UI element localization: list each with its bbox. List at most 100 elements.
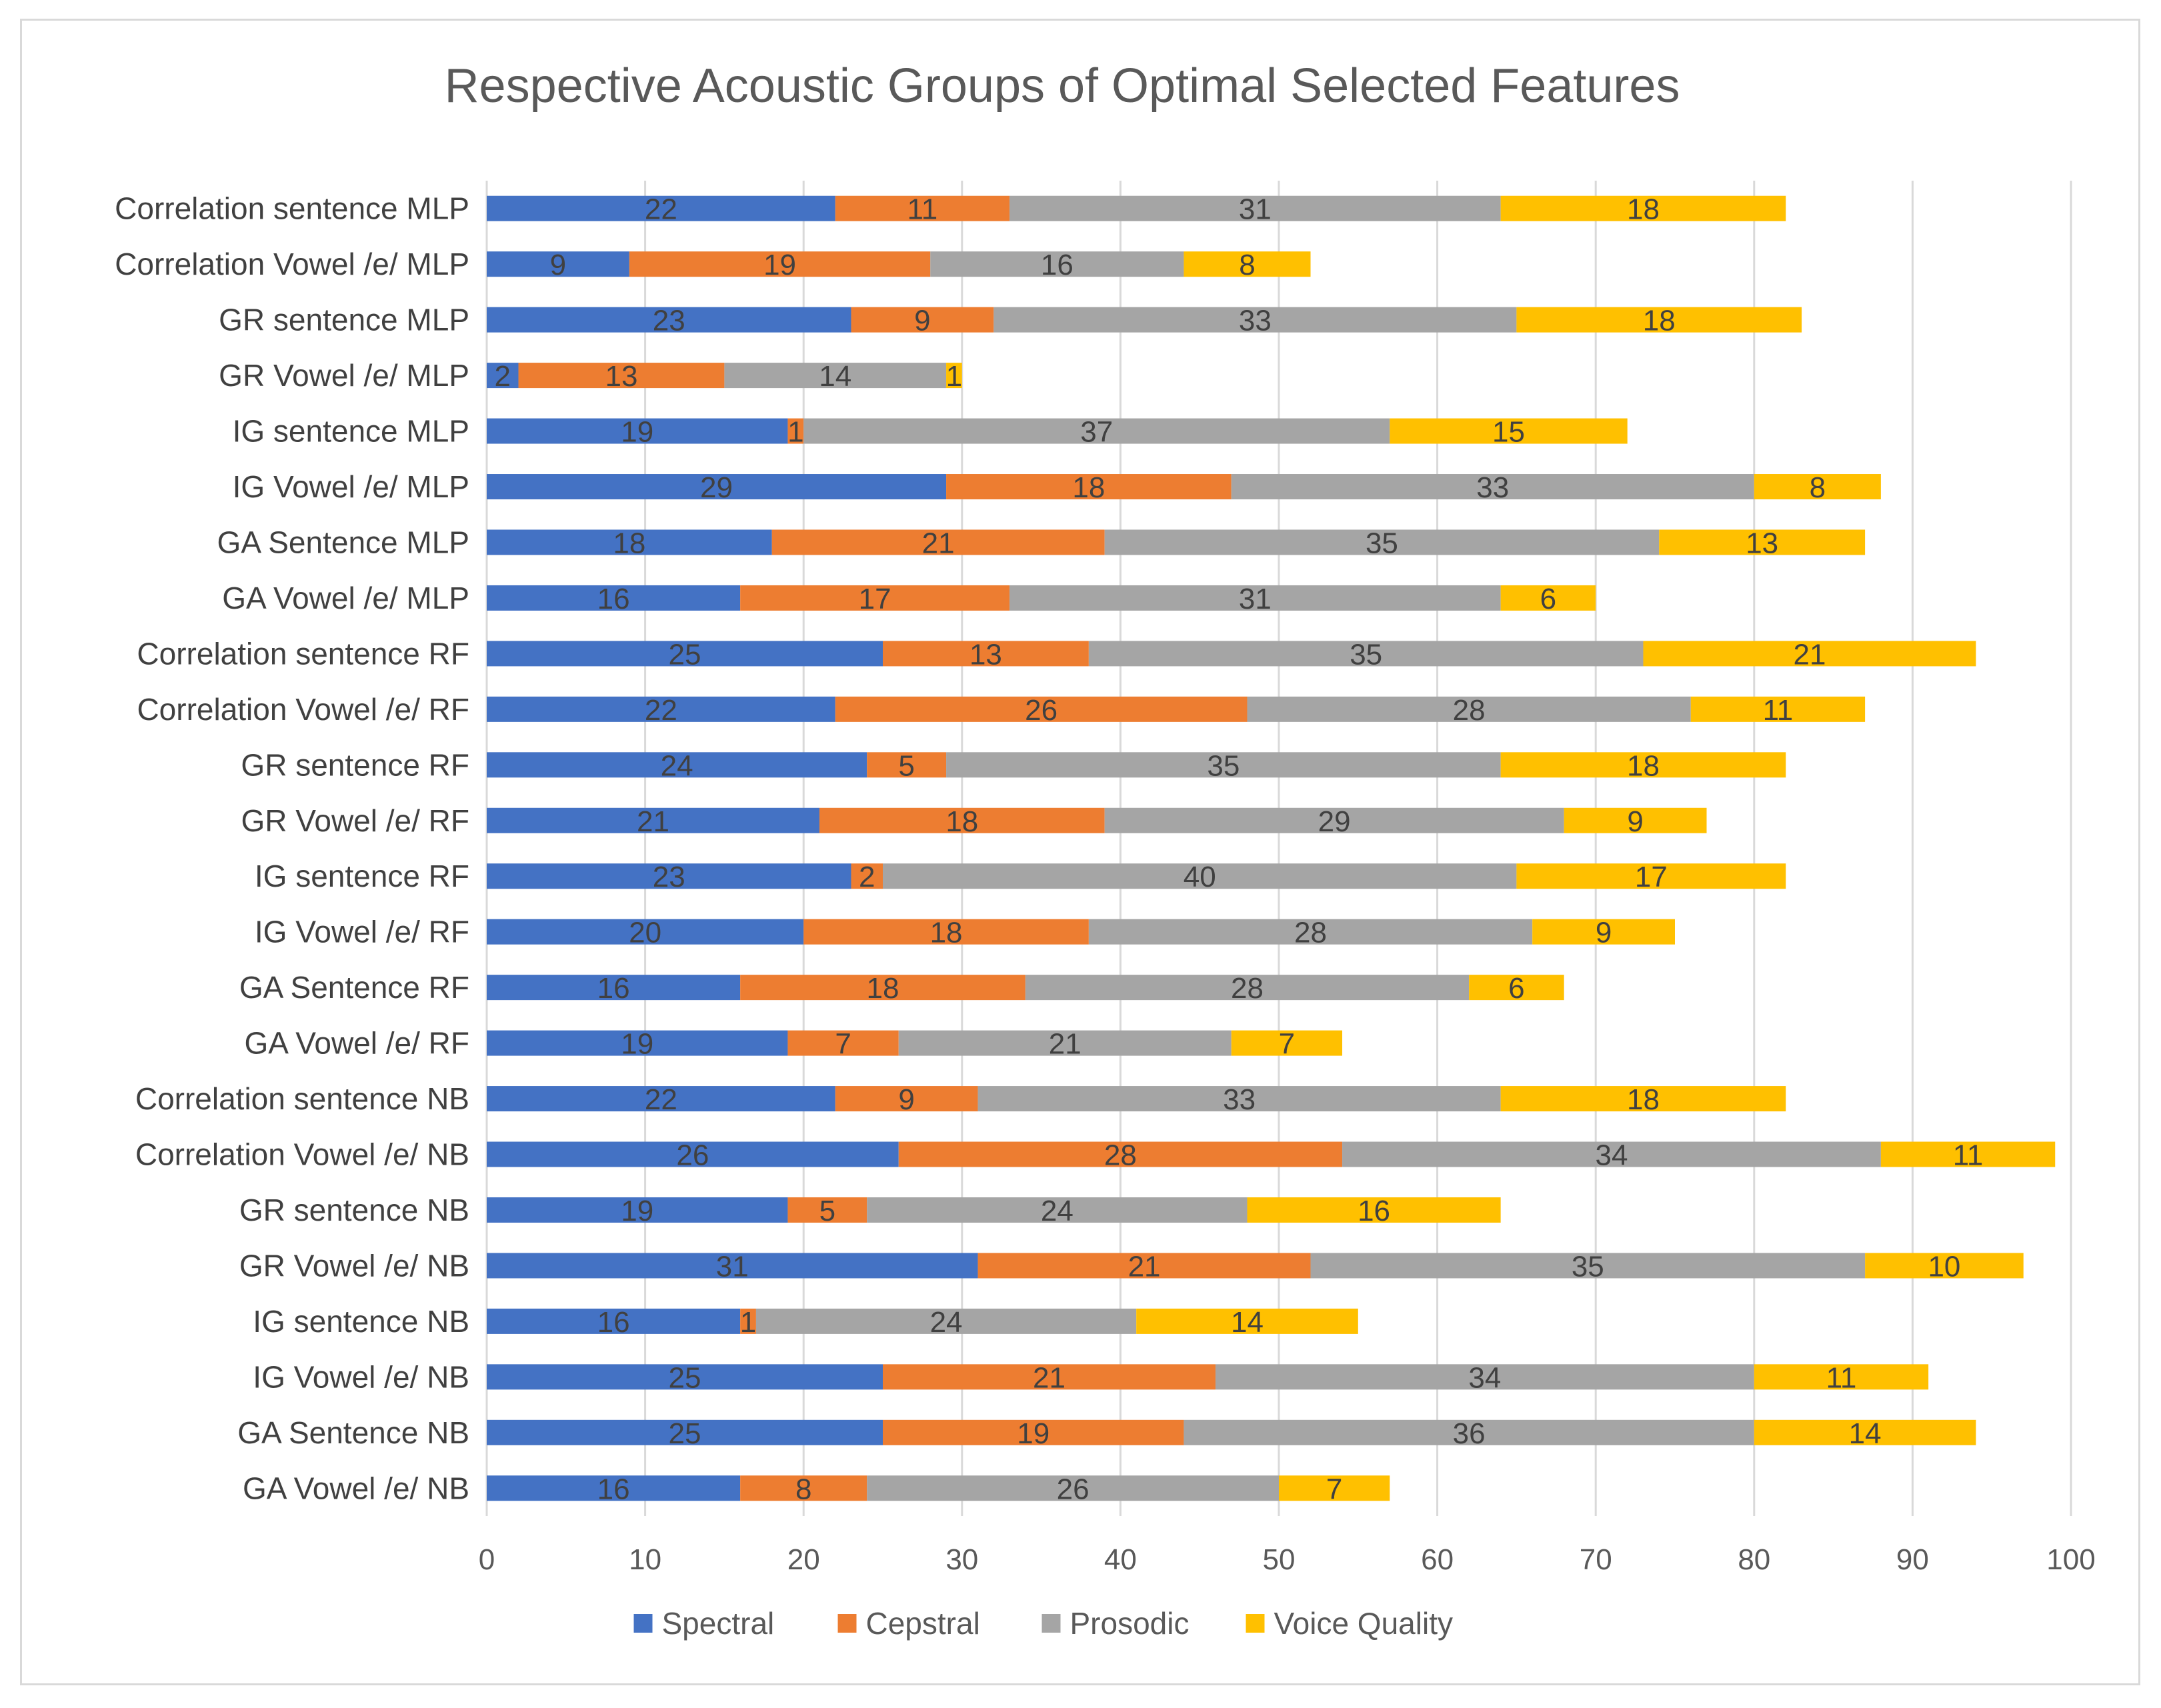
- bar-cepstral-ga-vowel-e-nb: [740, 1475, 867, 1501]
- bar-prosodic-ga-sentence-mlp: [1104, 529, 1660, 555]
- data-label-voice-quality-ga-sentence-nb: 14: [1849, 1417, 1882, 1450]
- data-label-prosodic-correlation-vowel-e-rf: 28: [1453, 694, 1486, 727]
- bar-cepstral-ga-vowel-e-mlp: [740, 585, 1010, 611]
- bar-voice-quality-ig-vowel-e-mlp: [1754, 474, 1881, 500]
- data-label-spectral-ig-vowel-e-mlp: 29: [700, 471, 733, 504]
- bar-cepstral-ig-sentence-mlp: [787, 418, 804, 444]
- legend-label-cepstral: Cepstral: [866, 1606, 980, 1641]
- category-label-ga-sentence-rf: GA Sentence RF: [239, 970, 469, 1005]
- bar-cepstral-correlation-sentence-nb: [835, 1086, 978, 1112]
- bar-spectral-ga-vowel-e-rf: [487, 1030, 788, 1056]
- data-label-prosodic-gr-sentence-rf: 35: [1207, 749, 1240, 782]
- data-label-spectral-ga-vowel-e-nb: 16: [597, 1473, 630, 1505]
- data-label-cepstral-ig-sentence-mlp: 1: [787, 416, 803, 449]
- data-label-voice-quality-ig-vowel-e-mlp: 8: [1810, 471, 1826, 504]
- bar-voice-quality-ga-vowel-e-rf: [1231, 1030, 1343, 1056]
- bar-cepstral-gr-sentence-nb: [787, 1197, 867, 1223]
- bar-voice-quality-correlation-vowel-e-rf: [1690, 696, 1866, 722]
- bar-cepstral-ig-vowel-e-nb: [883, 1364, 1216, 1390]
- data-label-voice-quality-ig-vowel-e-rf: 9: [1596, 917, 1612, 949]
- data-label-cepstral-gr-vowel-e-mlp: 13: [605, 360, 637, 393]
- data-label-cepstral-gr-vowel-e-rf: 18: [945, 805, 978, 838]
- bar-cepstral-gr-vowel-e-rf: [819, 807, 1105, 833]
- category-label-ga-sentence-nb: GA Sentence NB: [237, 1415, 469, 1450]
- category-label-gr-vowel-e-nb: GR Vowel /e/ NB: [239, 1248, 469, 1283]
- data-label-cepstral-ig-vowel-e-mlp: 18: [1072, 471, 1105, 504]
- data-label-cepstral-ga-vowel-e-mlp: 17: [859, 583, 891, 615]
- bar-prosodic-ig-vowel-e-mlp: [1231, 474, 1754, 500]
- data-label-spectral-correlation-sentence-nb: 22: [645, 1083, 677, 1116]
- bar-voice-quality-ga-vowel-e-mlp: [1500, 585, 1596, 611]
- category-label-ig-sentence-nb: IG sentence NB: [253, 1304, 469, 1339]
- x-tick-label-50: 50: [1263, 1543, 1296, 1576]
- bar-voice-quality-gr-vowel-e-nb: [1865, 1253, 2024, 1279]
- bar-spectral-gr-vowel-e-nb: [487, 1253, 978, 1279]
- data-label-cepstral-ga-vowel-e-nb: 8: [795, 1473, 811, 1505]
- bar-prosodic-ga-vowel-e-mlp: [1009, 585, 1501, 611]
- data-label-spectral-correlation-vowel-e-nb: 26: [676, 1139, 709, 1172]
- legend: Spectral Cepstral Prosodic Voice Quality: [633, 1606, 1453, 1641]
- data-label-prosodic-ga-sentence-mlp: 35: [1366, 527, 1398, 559]
- bar-spectral-ga-sentence-rf: [487, 975, 741, 1001]
- data-label-spectral-ig-vowel-e-rf: 20: [629, 917, 661, 949]
- bar-voice-quality-gr-sentence-mlp: [1516, 307, 1802, 333]
- legend-label-voice-quality: Voice Quality: [1274, 1606, 1453, 1641]
- data-label-cepstral-correlation-vowel-e-rf: 26: [1025, 694, 1057, 727]
- bar-spectral-ig-sentence-rf: [487, 863, 851, 889]
- data-label-cepstral-gr-sentence-rf: 5: [898, 749, 914, 782]
- legend-swatch-cepstral: [837, 1614, 857, 1633]
- data-label-prosodic-correlation-vowel-e-nb: 34: [1595, 1139, 1628, 1172]
- bar-prosodic-gr-sentence-mlp: [993, 307, 1517, 333]
- x-tick-label-100: 100: [2046, 1543, 2095, 1576]
- bar-spectral-correlation-vowel-e-mlp: [487, 251, 629, 277]
- data-label-spectral-correlation-sentence-mlp: 22: [645, 193, 677, 226]
- data-label-voice-quality-gr-sentence-nb: 16: [1358, 1195, 1390, 1227]
- category-label-correlation-vowel-e-rf: Correlation Vowel /e/ RF: [137, 692, 469, 727]
- bar-prosodic-gr-sentence-nb: [867, 1197, 1248, 1223]
- bar-prosodic-correlation-sentence-mlp: [1009, 195, 1501, 221]
- data-label-spectral-ig-vowel-e-nb: 25: [669, 1361, 701, 1394]
- legend-swatch-voice-quality: [1246, 1614, 1265, 1633]
- data-label-prosodic-gr-vowel-e-rf: 29: [1318, 805, 1351, 838]
- gridlines: [485, 181, 2072, 1516]
- bar-prosodic-gr-sentence-rf: [946, 752, 1501, 778]
- data-label-prosodic-ig-sentence-mlp: 37: [1080, 416, 1113, 449]
- legend-label-prosodic: Prosodic: [1070, 1606, 1190, 1641]
- bar-prosodic-correlation-sentence-nb: [977, 1086, 1501, 1112]
- bar-cepstral-gr-sentence-rf: [867, 752, 947, 778]
- data-label-voice-quality-correlation-sentence-nb: 18: [1627, 1083, 1660, 1116]
- chart-title: Respective Acoustic Groups of Optimal Se…: [445, 59, 1680, 113]
- bar-cepstral-correlation-vowel-e-nb: [898, 1141, 1343, 1167]
- bar-cepstral-correlation-sentence-mlp: [835, 195, 1010, 221]
- x-tick-label-40: 40: [1104, 1543, 1137, 1576]
- data-label-cepstral-ga-vowel-e-rf: 7: [835, 1028, 851, 1061]
- bar-spectral-gr-sentence-rf: [487, 752, 867, 778]
- category-label-gr-sentence-rf: GR sentence RF: [241, 747, 469, 782]
- bar-spectral-ga-sentence-mlp: [487, 529, 772, 555]
- data-label-spectral-correlation-vowel-e-mlp: 9: [550, 249, 566, 281]
- bar-prosodic-ig-vowel-e-rf: [1088, 919, 1533, 945]
- data-label-prosodic-ga-sentence-rf: 28: [1231, 972, 1264, 1005]
- bar-cepstral-correlation-sentence-rf: [883, 641, 1089, 667]
- x-tick-label-60: 60: [1421, 1543, 1454, 1576]
- bar-voice-quality-correlation-sentence-rf: [1643, 641, 1976, 667]
- bar-spectral-correlation-sentence-nb: [487, 1086, 835, 1112]
- x-tick-label-20: 20: [787, 1543, 820, 1576]
- category-label-ga-sentence-mlp: GA Sentence MLP: [217, 525, 469, 559]
- data-label-spectral-ga-sentence-nb: 25: [669, 1417, 701, 1450]
- bar-voice-quality-gr-sentence-nb: [1247, 1197, 1501, 1223]
- data-label-spectral-gr-sentence-nb: 19: [621, 1195, 653, 1227]
- data-label-voice-quality-ig-sentence-rf: 17: [1635, 861, 1668, 893]
- data-label-voice-quality-gr-vowel-e-nb: 10: [1928, 1250, 1960, 1283]
- category-label-gr-sentence-nb: GR sentence NB: [239, 1193, 469, 1227]
- bar-prosodic-correlation-sentence-rf: [1088, 641, 1644, 667]
- category-label-ig-sentence-rf: IG sentence RF: [255, 859, 469, 893]
- bar-cepstral-ig-vowel-e-mlp: [946, 474, 1232, 500]
- x-tick-label-10: 10: [629, 1543, 661, 1576]
- data-label-cepstral-ig-sentence-rf: 2: [859, 861, 875, 893]
- bar-cepstral-ig-sentence-rf: [851, 863, 883, 889]
- category-label-ga-vowel-e-mlp: GA Vowel /e/ MLP: [222, 581, 469, 615]
- category-label-ig-vowel-e-rf: IG Vowel /e/ RF: [255, 915, 469, 949]
- data-label-voice-quality-ig-sentence-mlp: 15: [1492, 416, 1525, 449]
- bar-prosodic-correlation-vowel-e-rf: [1247, 696, 1691, 722]
